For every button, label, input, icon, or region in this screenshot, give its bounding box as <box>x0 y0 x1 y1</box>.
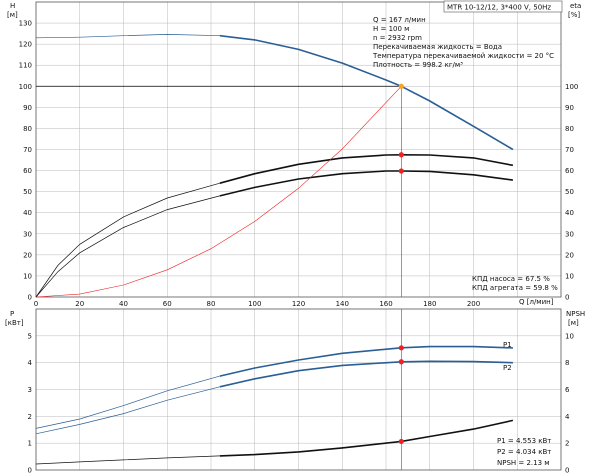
bottom-ytick-left-5: 5 <box>28 332 32 340</box>
bottom-marker-2 <box>398 438 404 445</box>
info-pump-efficiency: КПД насоса = 67.5 % <box>472 275 550 283</box>
top-ytick-left-7: 70 <box>23 146 32 154</box>
info-density: Плотность = 998.2 кг/м³ <box>373 61 463 69</box>
power-npsh-plot: 0 1 2 3 4 5 0 2 4 6 8 10 <box>28 308 574 474</box>
efficiency-info: КПД насоса = 67.5 % КПД агрегата = 59.8 … <box>472 275 558 292</box>
power-info: P1 = 4.553 кВт P2 = 4.034 кВт NPSH = 2.1… <box>497 437 551 467</box>
top-xtick-9: 180 <box>423 300 436 308</box>
top-series-2-line <box>219 170 514 197</box>
top-ytick-left-9: 90 <box>23 104 32 112</box>
top-ytick-left-2: 20 <box>23 251 32 259</box>
info-liquid: Перекачиваемая жидкость = Вода <box>373 43 502 51</box>
top-marker-2 <box>398 168 404 174</box>
legend-p1: P1 <box>503 341 512 349</box>
top-ytick-left-4: 40 <box>23 209 32 217</box>
top-series-1-line <box>219 154 514 184</box>
top-ytick-left-5: 50 <box>23 188 32 196</box>
top-series-2-extrapolated-line <box>35 195 220 298</box>
top-series-3-line <box>35 86 402 298</box>
top-ytick-right-7: 70 <box>565 146 574 154</box>
top-marker-0 <box>398 83 404 89</box>
top-ytick-left-0: 0 <box>28 294 32 302</box>
info-npsh: NPSH = 2.13 м <box>497 459 550 467</box>
bottom-ytick-left-4: 4 <box>28 359 33 367</box>
bottom-series-p1-extrapolated-line <box>35 375 220 429</box>
top-ytick-left-1: 10 <box>23 272 32 280</box>
top-xtick-6: 120 <box>292 300 305 308</box>
top-series-0-extrapolated-line <box>35 34 220 39</box>
bottom-left-axis-label-2: [кВт] <box>5 319 24 327</box>
bottom-ytick-right-2: 4 <box>565 413 570 421</box>
top-frame <box>35 1 562 298</box>
head-efficiency-plot: 0 10 20 30 40 50 60 70 80 90 100 110 120 130 0 10 20 30 40… <box>19 1 578 308</box>
bottom-series-p1-line <box>219 345 513 377</box>
bottom-marker-0 <box>398 345 404 351</box>
duty-point-info: Q = 167 л/мин H = 100 м n = 2932 rpm Пер… <box>372 16 554 69</box>
top-ytick-right-4: 40 <box>565 209 574 217</box>
top-ytick-left-3: 30 <box>23 230 32 238</box>
bottom-right-axis-label-1: NPSH <box>566 310 585 318</box>
bottom-ytick-right-5: 10 <box>565 332 574 340</box>
bottom-ytick-left-3: 3 <box>28 386 32 394</box>
info-p2: P2 = 4.034 кВт <box>497 448 551 456</box>
top-ytick-left-10: 100 <box>19 83 32 91</box>
bottom-ytick-right-3: 6 <box>565 386 570 394</box>
info-temperature: Температура перекачиваемой жидкости = 20… <box>372 52 554 60</box>
top-series-1-extrapolated-line <box>35 182 220 298</box>
bottom-ytick-left-0: 0 <box>28 467 32 474</box>
top-series-0-line <box>219 34 514 151</box>
top-ytick-right-2: 20 <box>565 251 574 259</box>
top-xtick-5: 100 <box>248 300 261 308</box>
top-ytick-left-8: 80 <box>23 125 32 133</box>
top-marker-1 <box>398 152 404 158</box>
top-left-axis-label-1: H <box>10 2 15 10</box>
bottom-ytick-left-1: 1 <box>28 440 32 448</box>
top-ytick-left-6: 60 <box>23 167 32 175</box>
top-xtick-3: 60 <box>163 300 172 308</box>
bottom-series-p2-line <box>219 360 513 388</box>
info-unit-efficiency: КПД агрегата = 59.8 % <box>472 284 558 292</box>
bottom-right-axis-label-2: [м] <box>568 319 579 327</box>
top-xtick-0: 0 <box>34 300 38 308</box>
bottom-ytick-left-2: 2 <box>28 413 32 421</box>
title-box <box>443 0 563 13</box>
top-ytick-right-0: 0 <box>565 294 569 302</box>
top-ytick-right-8: 80 <box>565 125 574 133</box>
top-ytick-right-6: 60 <box>565 167 574 175</box>
top-xtick-1: 20 <box>75 300 84 308</box>
top-ytick-right-3: 30 <box>565 230 574 238</box>
top-xtick-2: 40 <box>119 300 128 308</box>
top-ytick-left-13: 130 <box>19 20 32 28</box>
title-box-text: MTR 10-12/12, 3*400 V, 50Hz <box>447 4 551 12</box>
top-xtick-10: 200 <box>467 300 480 308</box>
info-head: H = 100 м <box>373 25 409 33</box>
bottom-series-p2-extrapolated-line <box>35 386 220 435</box>
bottom-ytick-right-0: 0 <box>565 467 569 474</box>
bottom-marker-1 <box>398 359 404 365</box>
info-speed: n = 2932 rpm <box>373 34 422 42</box>
top-left-axis-label-2: [м] <box>7 11 18 19</box>
top-ytick-right-5: 50 <box>565 188 574 196</box>
info-flow: Q = 167 л/мин <box>373 16 426 24</box>
top-ytick-left-11: 110 <box>19 62 32 70</box>
top-xtick-8: 160 <box>379 300 392 308</box>
top-right-axis-label-1: eta <box>570 2 581 10</box>
top-xtick-4: 80 <box>207 300 216 308</box>
top-xtick-7: 140 <box>336 300 349 308</box>
top-x-axis-label: Q [л/мин] <box>519 298 554 306</box>
bottom-ytick-right-4: 8 <box>565 359 569 367</box>
top-ytick-right-1: 10 <box>565 272 574 280</box>
top-right-axis-label-2: [%] <box>568 11 580 19</box>
bottom-series-npsh-line <box>219 419 514 457</box>
top-ytick-left-12: 120 <box>19 41 32 49</box>
top-ytick-right-10: 100 <box>565 83 578 91</box>
bottom-series-npsh-extrapolated-line <box>35 455 220 465</box>
bottom-frame <box>35 308 562 471</box>
info-p1: P1 = 4.553 кВт <box>497 437 551 445</box>
legend-p2: P2 <box>503 364 512 372</box>
bottom-ytick-right-1: 2 <box>565 440 569 448</box>
top-ytick-right-9: 90 <box>565 104 574 112</box>
bottom-left-axis-label-1: P <box>10 310 14 318</box>
